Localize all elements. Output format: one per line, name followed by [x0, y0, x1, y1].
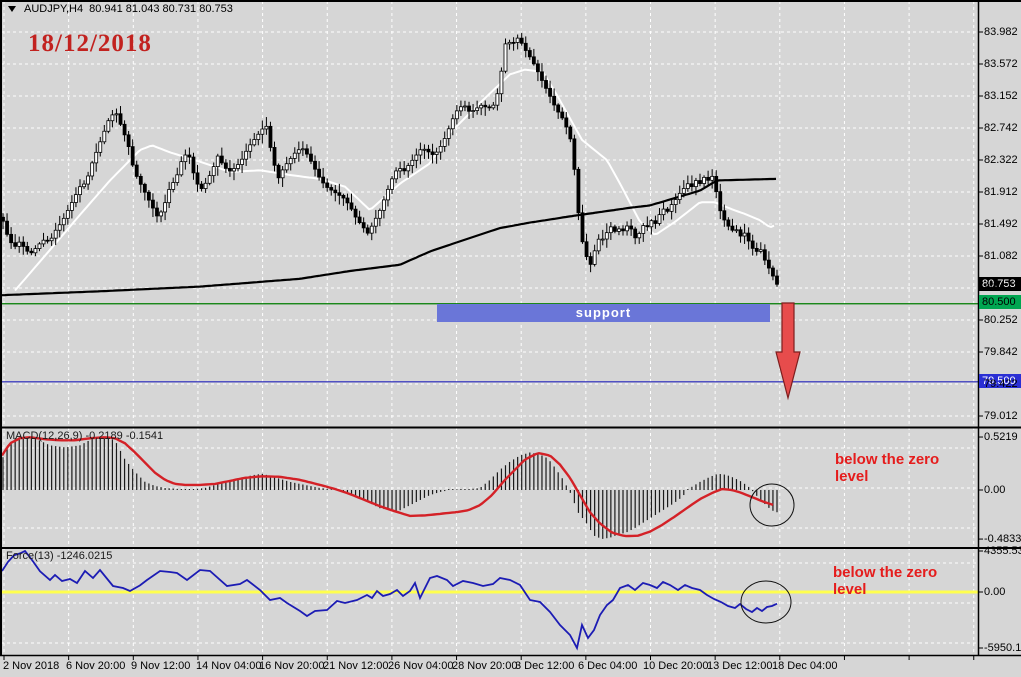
force-indicator-label: Force(13) -1246.0215	[6, 550, 113, 562]
price-axis-label: 79.842	[984, 346, 1018, 358]
axis-ticks	[3, 31, 983, 660]
macd-indicator-label: MACD(12,26,9) -0.2189 -0.1541	[6, 430, 164, 442]
level-lines	[1, 303, 978, 383]
price-axis-label: 82.742	[984, 122, 1018, 134]
support-price-tag: 80.500	[979, 295, 1021, 309]
price-axis-label: 82.322	[984, 154, 1018, 166]
time-axis-label: 21 Nov 12:00	[323, 660, 389, 672]
price-axis-label: 83.152	[984, 90, 1018, 102]
macd-annotation: below the zero level	[835, 451, 940, 485]
grid	[1, 1, 978, 655]
symbol-period-label: AUDJPY,H4	[24, 3, 84, 15]
time-axis-label: 3 Dec 12:00	[515, 660, 575, 672]
ohlc-values: 80.941 81.043 80.731 80.753	[89, 3, 233, 15]
force-highlight-circle-icon	[740, 580, 792, 624]
time-axis-label: 6 Dec 04:00	[578, 660, 638, 672]
time-axis-label: 18 Dec 04:00	[772, 660, 838, 672]
target-price-tag: 79.500	[979, 374, 1021, 388]
current-price-tag: 80.753	[979, 277, 1021, 291]
force-axis-label: 4355.532	[984, 545, 1021, 557]
price-axis-label: 79.422	[984, 378, 1018, 390]
candlesticks	[1, 32, 779, 287]
time-axis-label: 14 Nov 04:00	[196, 660, 262, 672]
support-zone-label: support	[437, 304, 770, 322]
macd-axis-label: -0.4833	[984, 533, 1021, 546]
time-axis-label: 16 Nov 20:00	[259, 660, 325, 672]
price-axis-label: 83.572	[984, 58, 1018, 70]
force-axis-label: 0.00	[984, 586, 1006, 598]
time-axis-label: 6 Nov 20:00	[66, 660, 126, 672]
ma-slow-line	[1, 177, 777, 297]
price-axis-label: 81.492	[984, 218, 1018, 230]
chart-menu-icon[interactable]	[8, 6, 16, 13]
macd-signal-line	[0, 436, 774, 538]
force-zero-line	[1, 590, 978, 594]
down-arrow-icon	[775, 302, 801, 401]
time-axis-label: 10 Dec 20:00	[643, 660, 709, 672]
time-axis-label: 26 Nov 04:00	[388, 660, 454, 672]
macd-axis-label: 0.5219	[984, 431, 1018, 444]
force-annotation: below the zero level	[833, 564, 938, 598]
time-axis-label: 9 Nov 12:00	[131, 660, 191, 672]
time-axis-label: 2 Nov 2018	[3, 660, 60, 672]
macd-highlight-circle-icon	[749, 483, 795, 527]
price-axis-label: 81.912	[984, 186, 1018, 198]
price-axis-label: 79.012	[984, 410, 1018, 422]
price-axis-label: 80.252	[984, 314, 1018, 326]
force-axis-label: -5950.19	[984, 642, 1021, 654]
force-line	[1, 549, 778, 651]
date-annotation: 18/12/2018	[28, 30, 152, 57]
price-axis-label: 83.982	[984, 26, 1018, 38]
time-axis-label: 28 Nov 20:00	[452, 660, 518, 672]
macd-axis-label: 0.00	[984, 484, 1006, 496]
panel-frame	[0, 0, 1021, 657]
price-axis-label: 81.082	[984, 250, 1018, 262]
chart-title: AUDJPY,H4 80.941 81.043 80.731 80.753	[8, 3, 233, 15]
time-axis-label: 13 Dec 12:00	[707, 660, 773, 672]
macd-histogram	[2, 437, 778, 539]
price-axis-label: 80.672	[984, 282, 1018, 294]
